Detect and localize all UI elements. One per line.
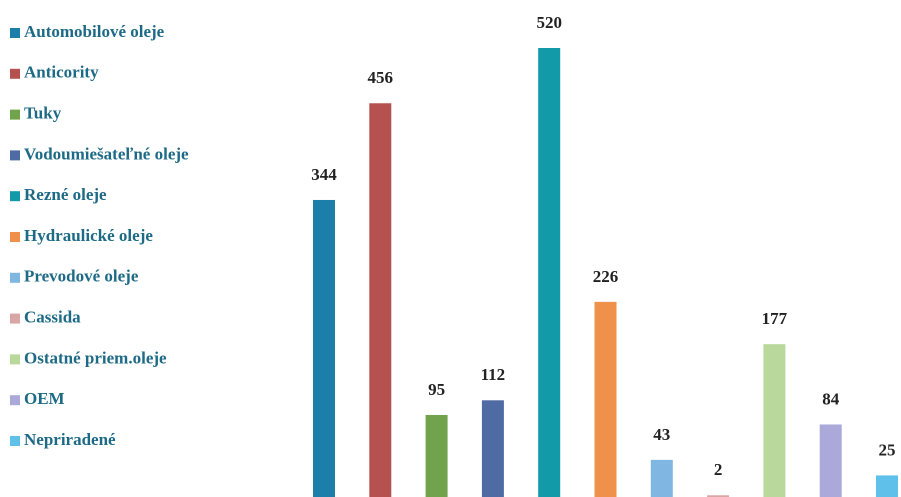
legend-label: Anticority (24, 63, 99, 82)
bar (876, 475, 898, 497)
value-label: 177 (762, 309, 788, 328)
bar (707, 495, 730, 497)
value-label: 456 (368, 68, 394, 87)
bar (594, 301, 617, 497)
legend-swatch (10, 232, 20, 242)
legend-swatch (10, 395, 20, 406)
legend-swatch (10, 354, 20, 365)
value-label: 112 (481, 365, 506, 384)
value-label: 226 (593, 267, 619, 286)
value-label: 95 (428, 380, 445, 399)
legend-label: Vodoumiešateľné oleje (24, 144, 189, 163)
legend-swatch (10, 28, 20, 38)
legend-swatch (10, 313, 20, 324)
legend-label: Prevodové oleje (24, 267, 139, 286)
legend-label: OEM (24, 389, 65, 408)
legend-label: Cassida (24, 308, 81, 327)
value-label: 84 (822, 389, 840, 408)
legend-swatch (10, 191, 20, 202)
legend-swatch (10, 272, 20, 283)
bar (538, 48, 561, 497)
value-label: 25 (879, 440, 896, 459)
bar (369, 103, 392, 497)
legend-label: Hydraulické oleje (24, 226, 153, 245)
legend-swatch (10, 68, 20, 79)
bar (819, 424, 842, 497)
value-label: 344 (311, 165, 337, 184)
bar (313, 199, 335, 497)
legend-swatch (10, 150, 20, 161)
value-label: 520 (536, 13, 562, 32)
value-label: 2 (714, 460, 723, 479)
bar (763, 344, 786, 497)
legend-label: Automobilové oleje (24, 22, 165, 41)
legend-label: Tuky (24, 104, 62, 123)
bar (650, 459, 673, 497)
legend-swatch (10, 109, 20, 120)
legend-label: Rezné oleje (24, 185, 107, 204)
value-label: 43 (653, 425, 670, 444)
legend-label: Ostatné priem.oleje (24, 348, 167, 367)
legend-label: Nepriradené (24, 430, 116, 449)
legend-swatch (10, 436, 20, 446)
bar (481, 400, 504, 497)
bar (425, 414, 448, 497)
